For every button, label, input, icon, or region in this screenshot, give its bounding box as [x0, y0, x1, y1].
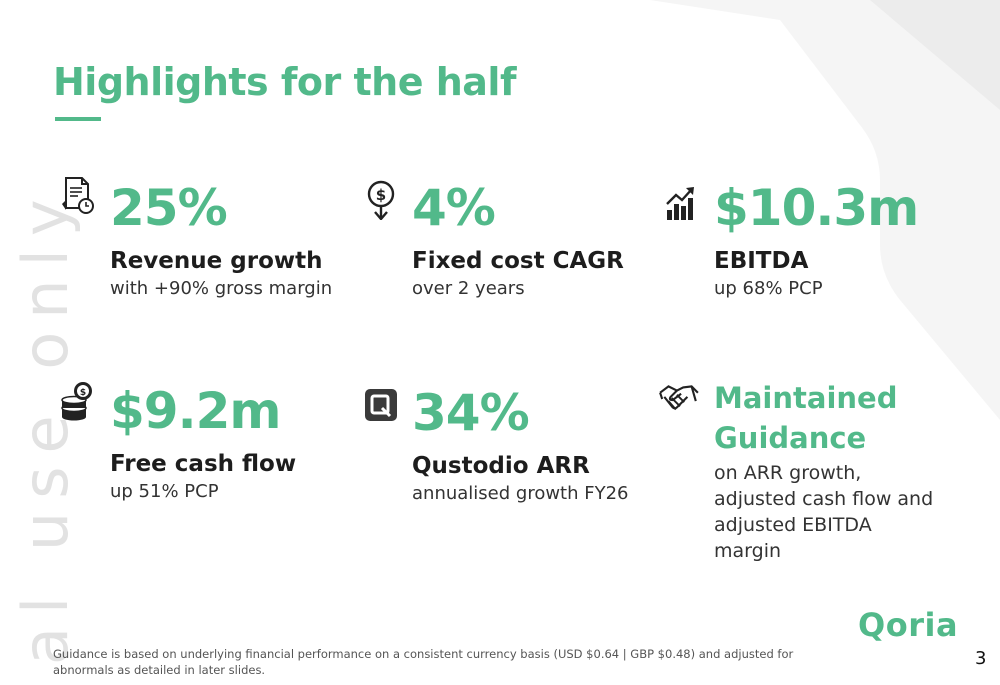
metric-value: $10.3m — [714, 179, 919, 237]
metric-subtext: annualised growth FY26 — [412, 483, 629, 504]
company-logo: Qoria — [858, 606, 959, 644]
dollar-pin-down-icon: $ — [367, 180, 395, 220]
highlight-qustodio-arr: 34% Qustodio ARR annualised growth FY26 — [365, 384, 682, 507]
metric-subtext: with +90% gross margin — [110, 278, 333, 299]
document-clock-icon — [62, 177, 94, 214]
coin-stack-icon: $ — [61, 382, 92, 421]
handshake-icon — [659, 385, 699, 411]
highlight-revenue: 25% Revenue growth with +90% gross margi… — [62, 177, 380, 302]
metric-subtext: up 51% PCP — [110, 481, 219, 502]
metric-subtext: over 2 years — [412, 278, 525, 299]
metric-subtext: up 68% PCP — [714, 278, 823, 299]
metric-value: 4% — [412, 179, 496, 237]
metric-value: 34% — [412, 384, 530, 442]
highlight-guidance: Maintained Guidance on ARR growth, adjus… — [659, 378, 944, 564]
page-number: 3 — [975, 648, 987, 669]
metric-label: Qustodio ARR — [412, 453, 590, 479]
metric-subtext: on ARR growth, adjusted cash flow and ad… — [714, 462, 934, 562]
highlight-fixed-cost: $ 4% Fixed cost CAGR over 2 years — [367, 179, 682, 302]
metric-label: Free cash flow — [110, 451, 297, 477]
metric-value: Maintained Guidance — [714, 381, 898, 455]
highlight-ebitda: $10.3m EBITDA up 68% PCP — [666, 179, 984, 302]
metric-label: EBITDA — [714, 248, 809, 274]
svg-text:$: $ — [80, 388, 86, 398]
qustodio-logo-icon — [365, 389, 397, 421]
svg-text:$: $ — [376, 186, 386, 204]
bar-chart-up-icon — [666, 187, 694, 220]
title-underline — [55, 117, 101, 121]
footnote: Guidance is based on underlying financia… — [53, 647, 794, 677]
metric-value: $9.2m — [110, 382, 281, 440]
metric-label: Revenue growth — [110, 248, 323, 274]
metric-value: 25% — [110, 179, 228, 237]
highlight-free-cash-flow: $ $9.2m Free cash flow up 51% PCP — [61, 382, 380, 505]
page-title: Highlights for the half — [53, 60, 516, 104]
watermark: al use only — [9, 186, 82, 665]
metric-label: Fixed cost CAGR — [412, 248, 624, 274]
